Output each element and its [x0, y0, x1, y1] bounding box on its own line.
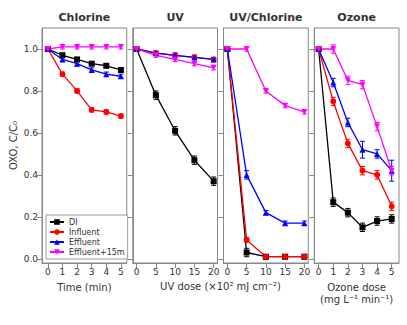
svg-text:4: 4 [103, 267, 109, 277]
svg-text:2: 2 [345, 267, 351, 277]
svg-text:15: 15 [189, 267, 200, 277]
svg-text:Effluent+15m: Effluent+15m [69, 248, 125, 257]
svg-text:2: 2 [74, 267, 80, 277]
svg-text:Ozone dose: Ozone dose [327, 282, 386, 293]
svg-text:UV/Chlorine: UV/Chlorine [229, 11, 302, 24]
svg-text:0: 0 [45, 267, 51, 277]
svg-text:Ozone: Ozone [337, 11, 376, 24]
svg-text:10: 10 [169, 267, 181, 277]
svg-text:0.6: 0.6 [24, 128, 39, 138]
svg-text:3: 3 [89, 267, 95, 277]
svg-text:5: 5 [244, 267, 250, 277]
svg-text:5: 5 [118, 267, 124, 277]
svg-text:4: 4 [374, 267, 380, 277]
svg-text:0: 0 [316, 267, 322, 277]
svg-text:(mg L⁻¹ min⁻¹): (mg L⁻¹ min⁻¹) [320, 294, 393, 305]
svg-text:5: 5 [153, 267, 159, 277]
svg-text:UV dose (×10² mJ cm⁻²): UV dose (×10² mJ cm⁻²) [160, 281, 281, 292]
svg-text:0.8: 0.8 [24, 86, 39, 96]
svg-text:Time (min): Time (min) [56, 282, 111, 293]
svg-text:1: 1 [330, 267, 336, 277]
svg-text:1: 1 [60, 267, 66, 277]
svg-text:Effluent: Effluent [69, 238, 100, 247]
svg-text:Influent: Influent [69, 228, 100, 237]
svg-text:15: 15 [279, 267, 290, 277]
svg-text:1.0: 1.0 [24, 44, 39, 54]
svg-text:OXO, C/C₀: OXO, C/C₀ [8, 121, 19, 170]
svg-text:0: 0 [134, 267, 140, 277]
svg-text:5: 5 [389, 267, 395, 277]
svg-text:20: 20 [299, 267, 311, 277]
svg-text:0.4: 0.4 [24, 170, 39, 180]
svg-text:UV: UV [166, 11, 184, 24]
svg-text:3: 3 [360, 267, 366, 277]
svg-text:0.2: 0.2 [24, 212, 38, 222]
svg-text:10: 10 [260, 267, 272, 277]
svg-text:0.0: 0.0 [24, 254, 39, 264]
svg-text:20: 20 [208, 267, 220, 277]
svg-text:DI: DI [69, 218, 78, 227]
svg-text:Chlorine: Chlorine [59, 11, 111, 24]
svg-text:0: 0 [224, 267, 230, 277]
